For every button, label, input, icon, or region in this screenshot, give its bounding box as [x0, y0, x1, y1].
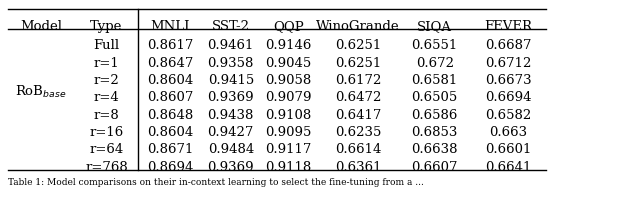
Text: 0.6235: 0.6235: [335, 126, 381, 139]
Text: r=2: r=2: [93, 74, 120, 87]
Text: 0.6361: 0.6361: [335, 161, 381, 174]
Text: r=16: r=16: [90, 126, 124, 139]
Text: 0.6607: 0.6607: [412, 161, 458, 174]
Text: r=8: r=8: [93, 109, 120, 122]
Text: Model: Model: [20, 20, 62, 33]
Text: 0.8671: 0.8671: [147, 143, 193, 156]
Text: WinoGrande: WinoGrande: [316, 20, 400, 33]
Text: 0.6172: 0.6172: [335, 74, 381, 87]
Text: 0.9358: 0.9358: [207, 57, 254, 70]
Text: 0.6853: 0.6853: [412, 126, 458, 139]
Text: 0.9117: 0.9117: [265, 143, 311, 156]
Text: Table 1: Model comparisons on their in-context learning to select the fine-tunin: Table 1: Model comparisons on their in-c…: [8, 178, 424, 187]
Text: 0.6712: 0.6712: [484, 57, 531, 70]
Text: r=768: r=768: [85, 161, 128, 174]
Text: 0.9045: 0.9045: [265, 57, 311, 70]
Text: 0.6251: 0.6251: [335, 39, 381, 52]
Text: 0.6586: 0.6586: [412, 109, 458, 122]
Text: 0.6505: 0.6505: [412, 91, 458, 104]
Text: 0.6417: 0.6417: [335, 109, 381, 122]
Text: r=64: r=64: [90, 143, 124, 156]
Text: 0.9079: 0.9079: [265, 91, 312, 104]
Text: 0.9058: 0.9058: [265, 74, 311, 87]
Text: r=4: r=4: [93, 91, 120, 104]
Text: 0.9108: 0.9108: [265, 109, 311, 122]
Text: 0.6581: 0.6581: [412, 74, 458, 87]
Text: r=1: r=1: [93, 57, 120, 70]
Text: RoB$_\mathit{base}$: RoB$_\mathit{base}$: [15, 84, 67, 100]
Text: Type: Type: [90, 20, 123, 33]
Text: 0.6638: 0.6638: [412, 143, 458, 156]
Text: 0.6687: 0.6687: [484, 39, 531, 52]
Text: 0.9427: 0.9427: [207, 126, 254, 139]
Text: 0.6472: 0.6472: [335, 91, 381, 104]
Text: 0.9369: 0.9369: [207, 161, 254, 174]
Text: 0.663: 0.663: [489, 126, 527, 139]
Text: 0.8617: 0.8617: [147, 39, 193, 52]
Text: 0.9118: 0.9118: [265, 161, 311, 174]
Text: 0.9369: 0.9369: [207, 91, 254, 104]
Text: 0.6673: 0.6673: [484, 74, 531, 87]
Text: 0.9146: 0.9146: [265, 39, 311, 52]
Text: Full: Full: [93, 39, 120, 52]
Text: 0.6582: 0.6582: [485, 109, 531, 122]
Text: 0.9484: 0.9484: [207, 143, 254, 156]
Text: FEVER: FEVER: [484, 20, 532, 33]
Text: 0.6551: 0.6551: [412, 39, 458, 52]
Text: SIQA: SIQA: [417, 20, 452, 33]
Text: 0.8694: 0.8694: [147, 161, 193, 174]
Text: 0.8607: 0.8607: [147, 91, 193, 104]
Text: SST-2: SST-2: [212, 20, 250, 33]
Text: MNLI: MNLI: [150, 20, 190, 33]
Text: 0.6694: 0.6694: [484, 91, 531, 104]
Text: 0.6601: 0.6601: [484, 143, 531, 156]
Text: 0.9415: 0.9415: [207, 74, 254, 87]
Text: 0.9095: 0.9095: [265, 126, 311, 139]
Text: 0.9461: 0.9461: [207, 39, 254, 52]
Text: 0.8604: 0.8604: [147, 74, 193, 87]
Text: 0.8604: 0.8604: [147, 126, 193, 139]
Text: 0.6251: 0.6251: [335, 57, 381, 70]
Text: 0.9438: 0.9438: [207, 109, 254, 122]
Text: 0.8647: 0.8647: [147, 57, 193, 70]
Text: QQP: QQP: [273, 20, 303, 33]
Text: 0.6614: 0.6614: [335, 143, 381, 156]
Text: 0.6641: 0.6641: [484, 161, 531, 174]
Text: 0.672: 0.672: [416, 57, 454, 70]
Text: 0.8648: 0.8648: [147, 109, 193, 122]
